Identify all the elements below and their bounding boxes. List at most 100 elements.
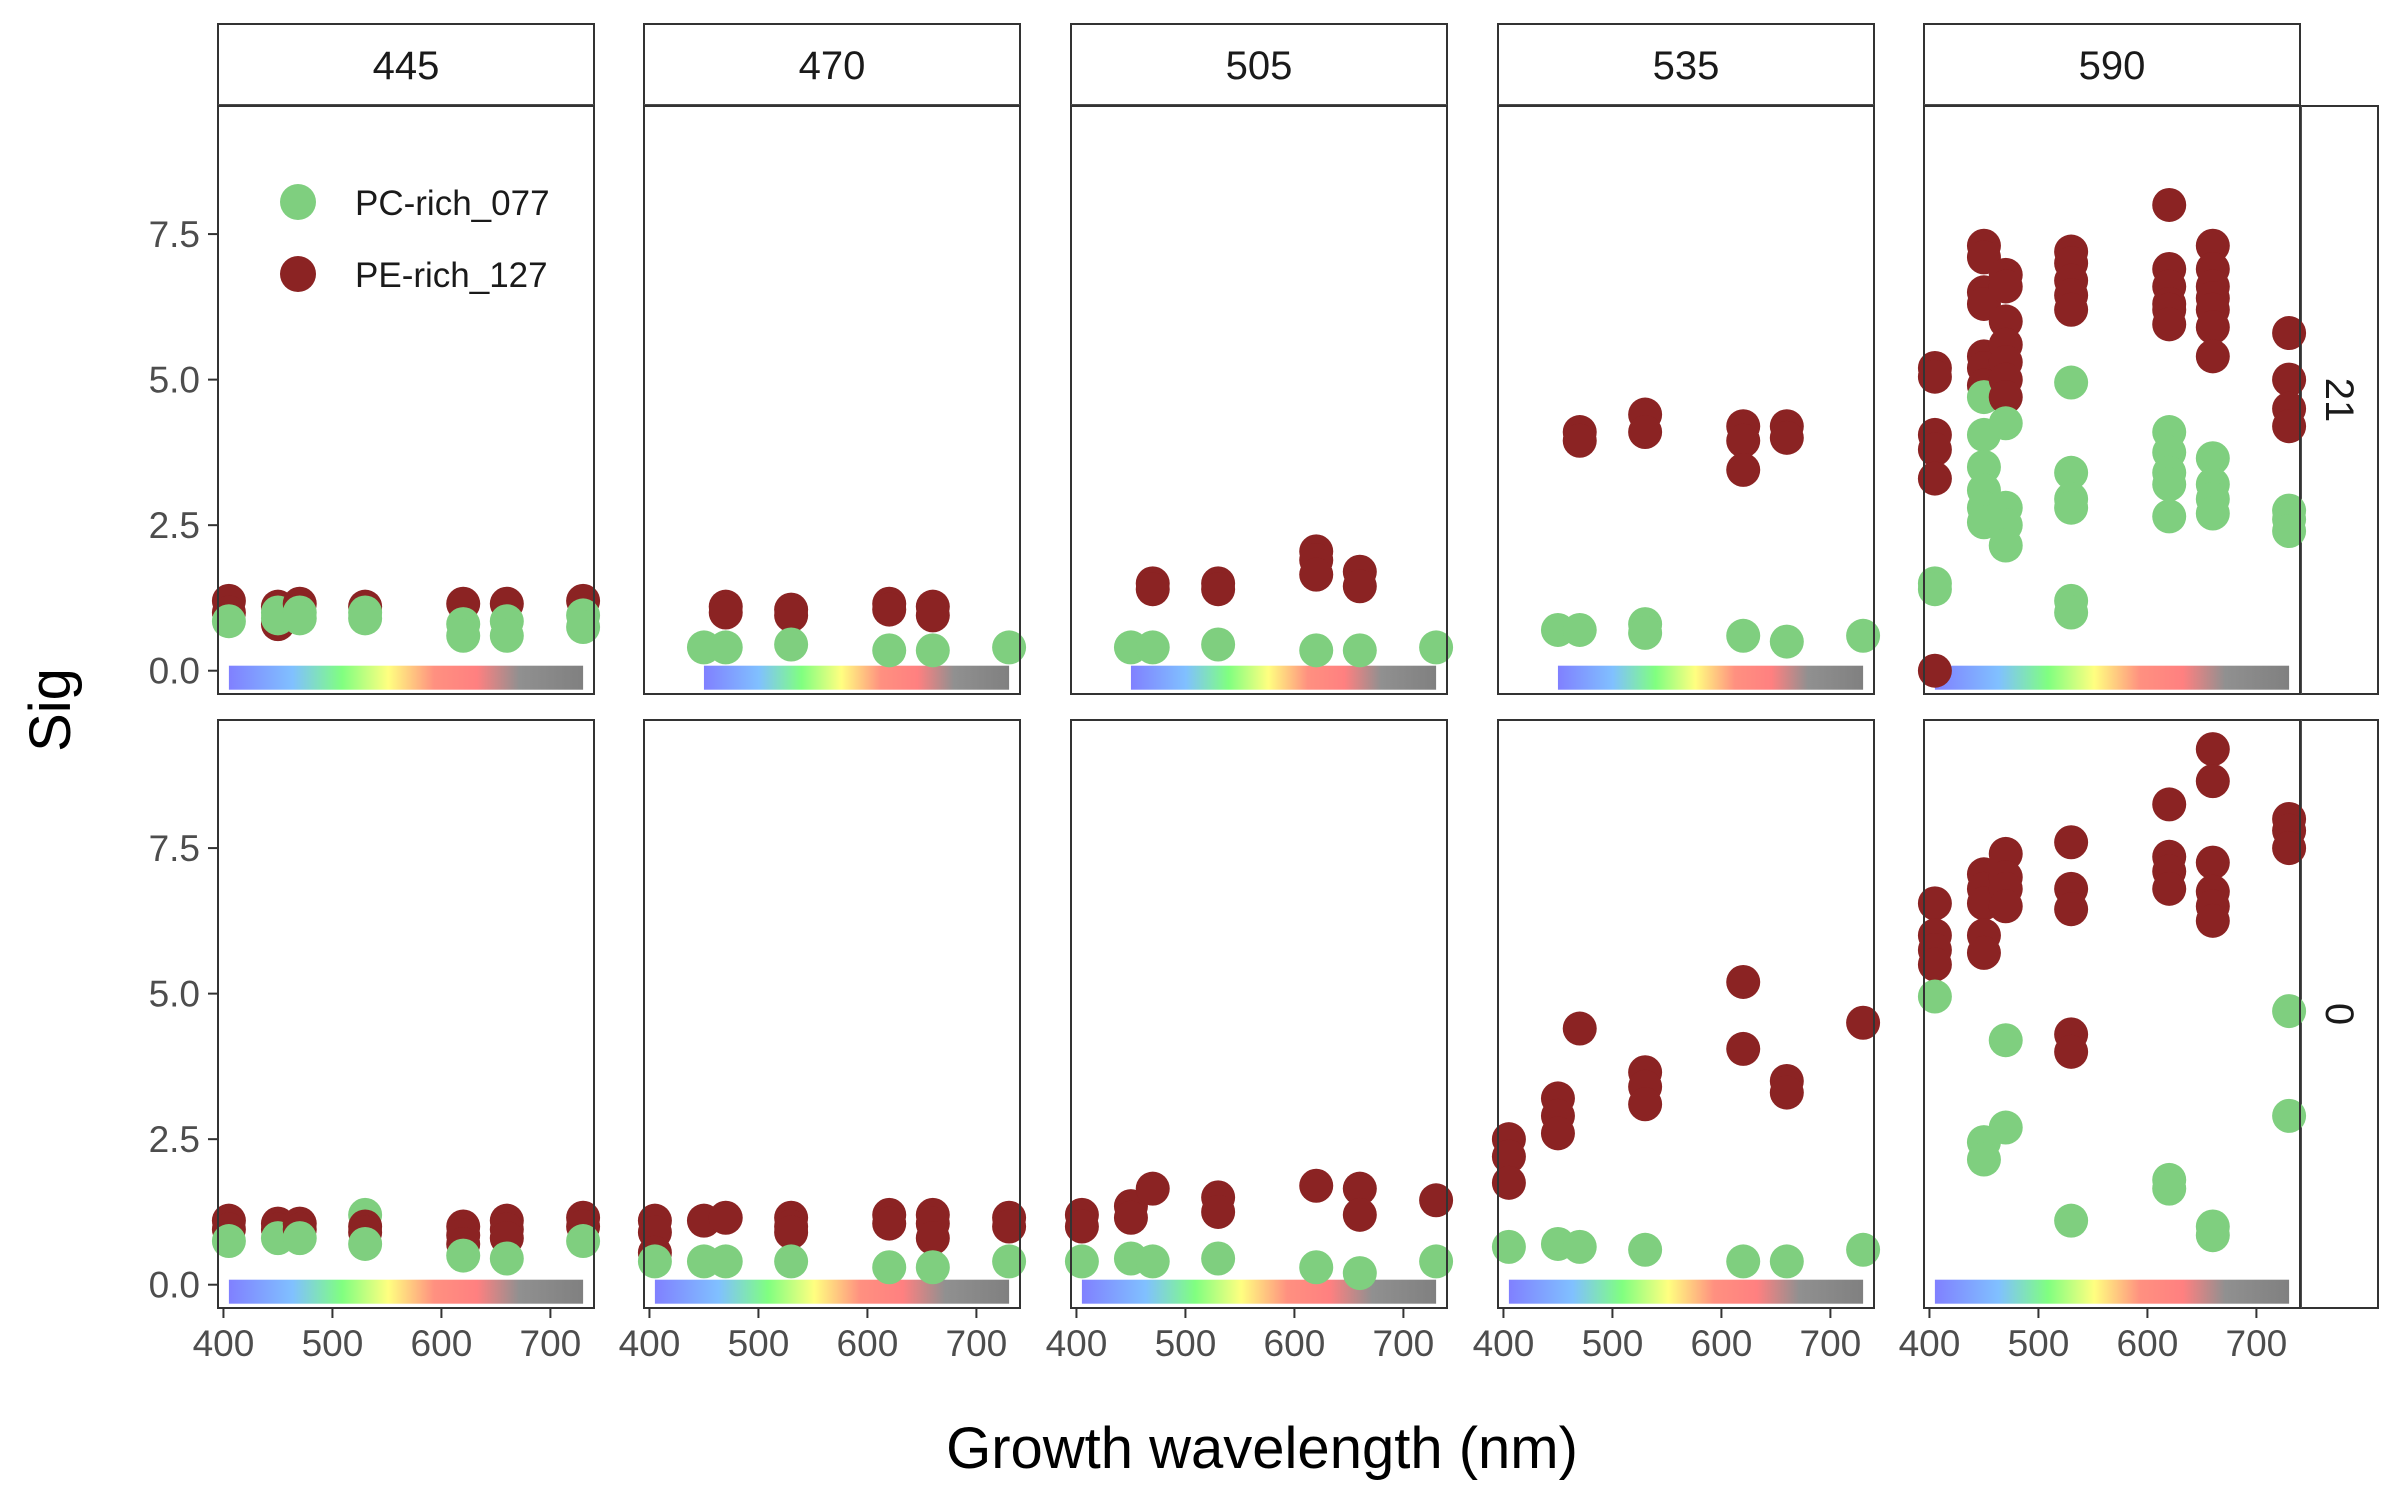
data-point-PC-rich_077 [2152,467,2187,502]
data-point-PC-rich_077 [2272,994,2307,1029]
x-tick-label: 600 [1691,1323,1753,1364]
spectrum-bar [228,1279,584,1304]
strip-col-590 [1923,23,2301,107]
data-point-PE-rich_127 [2054,825,2089,860]
facet-panels [211,105,2307,1309]
data-point-PC-rich_077 [1299,633,1334,668]
data-point-PC-rich_077 [2195,496,2230,531]
panel-21-470 [643,105,1027,695]
data-point-PC-rich_077 [1726,618,1761,653]
strip-col-label: 590 [2079,44,2146,88]
data-point-PC-rich_077 [2152,499,2187,534]
data-point-PC-rich_077 [2054,1203,2089,1238]
spectrum-bar [1508,1279,1864,1304]
data-point-PC-rich_077 [282,1221,317,1256]
data-point-PC-rich_077 [1769,624,1804,659]
data-point-PE-rich_127 [2054,292,2089,327]
panel-border [217,719,595,1309]
data-point-PE-rich_127 [1917,947,1952,982]
data-point-PE-rich_127 [774,598,809,633]
panel-21-590 [1917,105,2307,695]
data-point-PC-rich_077 [915,1250,950,1285]
x-tick-label: 500 [2008,1323,2070,1364]
data-point-PE-rich_127 [1299,1168,1334,1203]
x-tick-label: 600 [2117,1323,2179,1364]
data-point-PE-rich_127 [2152,307,2187,342]
data-point-PC-rich_077 [2054,490,2089,525]
y-tick-label: 2.5 [149,1119,200,1160]
spectrum-bar [1934,1279,2290,1304]
y-axes: 0.0 2.5 5.0 7.5 0.0 2.5 5.0 7.5 [149,214,218,1306]
data-point-PC-rich_077 [774,1244,809,1279]
data-point-PE-rich_127 [1988,889,2023,924]
x-tick-label: 700 [520,1323,582,1364]
data-point-PE-rich_127 [774,1215,809,1250]
data-point-PC-rich_077 [1846,1232,1881,1267]
data-point-PC-rich_077 [566,1224,601,1259]
y-tick-label: 7.5 [149,828,200,869]
data-point-PE-rich_127 [2272,831,2307,866]
data-point-PE-rich_127 [1846,1005,1881,1040]
data-point-PE-rich_127 [2195,764,2230,799]
data-point-PE-rich_127 [1135,572,1170,607]
data-point-PC-rich_077 [708,630,743,665]
y-tick-label: 2.5 [149,505,200,546]
data-point-PE-rich_127 [1988,380,2023,415]
data-point-PC-rich_077 [1628,1232,1663,1267]
data-point-PE-rich_127 [1342,1171,1377,1206]
x-tick-label: 600 [1264,1323,1326,1364]
data-point-PC-rich_077 [1342,633,1377,668]
panel-background [1071,106,1447,694]
x-tick-label: 600 [411,1323,473,1364]
strip-col-label: 535 [1653,44,1720,88]
data-point-PC-rich_077 [282,601,317,636]
data-point-PC-rich_077 [2272,513,2307,548]
data-point-PC-rich_077 [637,1244,672,1279]
data-point-PE-rich_127 [1135,1171,1170,1206]
data-point-PC-rich_077 [1917,572,1952,607]
data-point-PE-rich_127 [1726,964,1761,999]
data-point-PC-rich_077 [566,610,601,645]
data-point-PE-rich_127 [1726,452,1761,487]
data-point-PC-rich_077 [1562,612,1597,647]
data-point-PE-rich_127 [2195,339,2230,374]
data-point-PE-rich_127 [2195,310,2230,345]
x-tick-label: 500 [1155,1323,1217,1364]
data-point-PC-rich_077 [348,601,383,636]
y-tick-label: 5.0 [149,974,200,1015]
strip-row-label: 0 [2317,1003,2361,1025]
data-point-PC-rich_077 [211,1224,246,1259]
data-point-PE-rich_127 [1988,269,2023,304]
panel-border [1070,105,1448,695]
data-point-PC-rich_077 [1769,1244,1804,1279]
panel-border [1923,105,2301,695]
data-point-PE-rich_127 [915,598,950,633]
data-point-PC-rich_077 [2054,455,2089,490]
panel-background [1498,106,1874,694]
data-point-PC-rich_077 [1628,615,1663,650]
data-point-PE-rich_127 [1628,415,1663,450]
data-point-PE-rich_127 [1769,420,1804,455]
panel-background [1924,720,2300,1308]
spectrum-bar [1557,665,1864,690]
y-tick-label: 5.0 [149,360,200,401]
data-point-PC-rich_077 [2152,1171,2187,1206]
data-point-PE-rich_127 [1726,1031,1761,1066]
row-strips: 21 0 [2298,105,2379,1309]
y-tick-label: 0.0 [149,651,200,692]
data-point-PC-rich_077 [489,618,524,653]
data-point-PE-rich_127 [1342,1197,1377,1232]
data-point-PE-rich_127 [1917,461,1952,496]
data-point-PC-rich_077 [992,1244,1027,1279]
data-point-PE-rich_127 [1562,423,1597,458]
data-point-PE-rich_127 [2195,732,2230,767]
y-tick-label: 0.0 [149,1265,200,1306]
panel-21-535 [1497,105,1881,695]
x-tick-label: 500 [1582,1323,1644,1364]
data-point-PE-rich_127 [1917,886,1952,921]
data-point-PE-rich_127 [915,1221,950,1256]
strip-col-505 [1070,23,1448,107]
data-point-PC-rich_077 [1201,1241,1236,1276]
x-axis-title: Growth wavelength (nm) [946,1416,1578,1481]
